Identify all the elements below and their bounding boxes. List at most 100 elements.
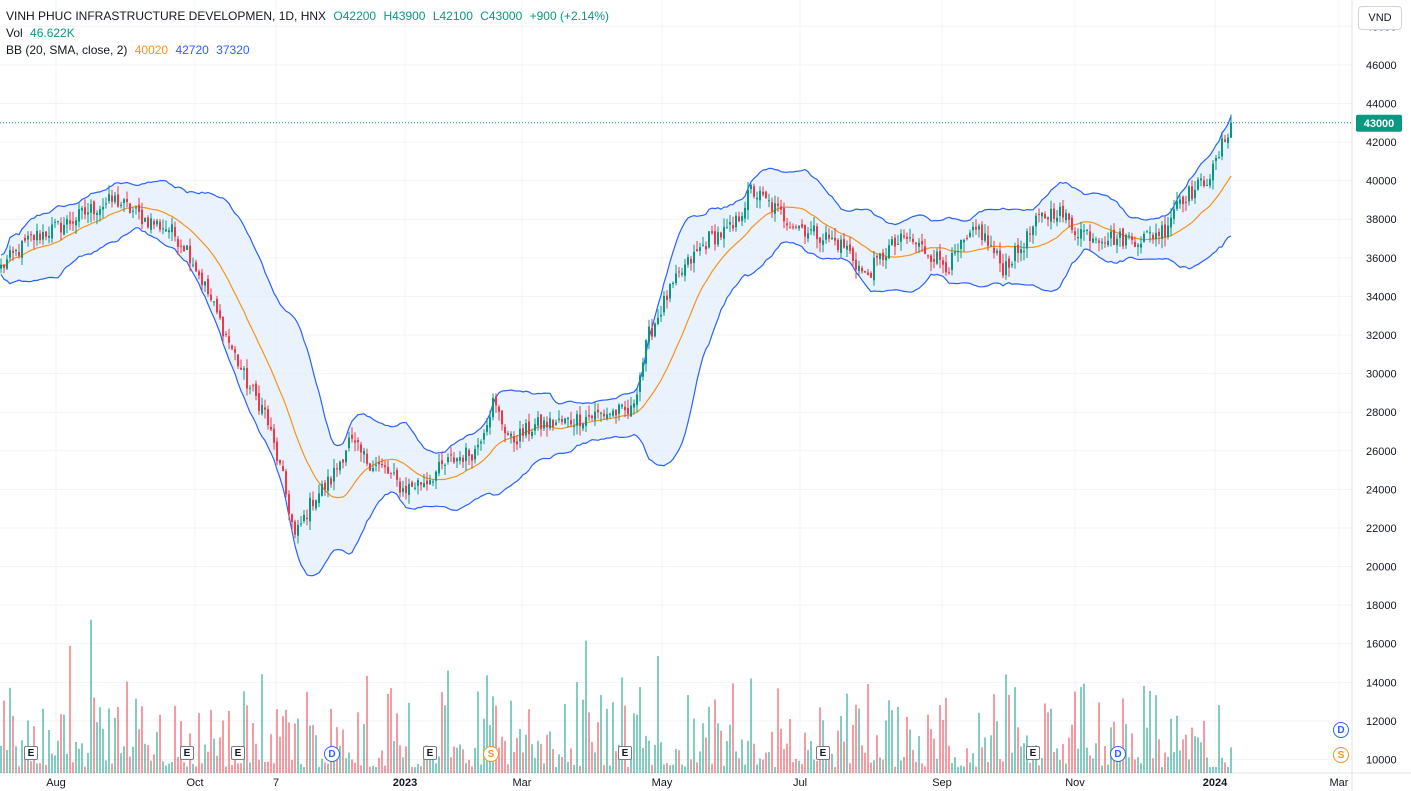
volume-bar <box>1098 702 1100 773</box>
volume-bar <box>639 687 641 773</box>
candle-body <box>66 219 68 225</box>
price-axis[interactable]: 4800046000440004200040000380003600034000… <box>1366 21 1397 766</box>
y-tick-label: 46000 <box>1366 60 1397 72</box>
candle-body <box>1215 157 1217 162</box>
candle-body <box>363 450 365 455</box>
volume-bar <box>615 751 617 773</box>
candle-body <box>159 221 161 230</box>
volume-bar <box>585 640 587 773</box>
volume-bar <box>51 753 53 773</box>
candle-body <box>1047 217 1049 220</box>
volume-bar <box>198 713 200 773</box>
earnings-marker[interactable]: E <box>423 746 437 760</box>
candle-body <box>462 457 464 462</box>
volume-bar <box>357 712 359 773</box>
candle-body <box>99 209 101 215</box>
volume-bar <box>543 763 545 773</box>
x-tick-label: 7 <box>273 777 279 789</box>
earnings-marker[interactable]: E <box>618 746 632 760</box>
candle-body <box>1188 186 1190 202</box>
volume-bar <box>603 765 605 773</box>
volume-bar <box>195 766 197 773</box>
earnings-marker[interactable]: E <box>816 746 830 760</box>
candle-body <box>945 262 947 273</box>
candle-body <box>351 434 353 439</box>
volume-bar <box>342 729 344 773</box>
x-tick-label: Nov <box>1065 777 1085 789</box>
time-axis[interactable]: Aug Oct 7 2023 Mar May Jul Sep Nov 2024 Mar <box>46 777 1349 789</box>
candle-body <box>27 235 29 240</box>
open-value: O42200 <box>333 9 377 23</box>
earnings-marker[interactable]: E <box>231 746 245 760</box>
volume-bar <box>819 707 821 773</box>
candle-body <box>906 236 908 239</box>
volume-bar <box>63 714 65 773</box>
volume-bar <box>129 756 131 773</box>
candle-body <box>1062 205 1064 218</box>
candle-body <box>645 340 647 364</box>
volume-bar <box>1194 736 1196 773</box>
candle-body <box>1071 217 1073 230</box>
candle-body <box>393 472 395 474</box>
volume-bar <box>891 710 893 773</box>
candle-body <box>36 230 38 241</box>
dividend-marker[interactable]: D <box>324 746 340 762</box>
y-tick-label: 12000 <box>1366 716 1397 728</box>
candle-body <box>1053 208 1055 219</box>
volume-bar <box>144 743 146 773</box>
earnings-marker[interactable]: E <box>180 746 194 760</box>
candle-body <box>156 220 158 225</box>
volume-bar <box>147 745 149 773</box>
volume-bar <box>879 757 881 773</box>
candle-body <box>777 203 779 206</box>
volume-bar <box>903 757 905 773</box>
volume-bar <box>966 748 968 773</box>
candle-body <box>792 226 794 228</box>
candle-body <box>555 422 557 425</box>
volume-bar <box>1176 715 1178 773</box>
candle-body <box>699 247 701 251</box>
volume-bar <box>717 723 719 773</box>
volume-bar <box>339 746 341 773</box>
candle-body <box>753 186 755 197</box>
volume-bar <box>747 740 749 773</box>
volume-bar <box>735 751 737 773</box>
candle-body <box>1092 238 1094 243</box>
y-tick-label: 26000 <box>1366 446 1397 458</box>
candle-body <box>1023 251 1025 253</box>
candle-body <box>636 394 638 406</box>
currency-button[interactable]: VND <box>1358 6 1402 30</box>
symbol-title: VINH PHUC INFRASTRUCTURE DEVELOPMEN, 1D,… <box>6 9 327 23</box>
candle-body <box>738 216 740 222</box>
candle-body <box>1173 209 1175 219</box>
volume-bar <box>873 760 875 773</box>
volume-bar <box>525 734 527 773</box>
volume-bar <box>534 757 536 773</box>
earnings-marker[interactable]: E <box>24 746 38 760</box>
dividend-marker[interactable]: D <box>1333 722 1349 738</box>
volume-bar <box>483 718 485 773</box>
volume-bar <box>888 700 890 773</box>
volume-bar <box>546 734 548 773</box>
candle-body <box>450 454 452 456</box>
volume-bar <box>600 695 602 773</box>
split-marker[interactable]: S <box>483 746 499 762</box>
volume-bar <box>96 722 98 773</box>
earnings-marker[interactable]: E <box>1026 746 1040 760</box>
volume-bar <box>795 758 797 773</box>
volume-bar <box>633 713 635 773</box>
volume-bar <box>855 704 857 773</box>
candle-body <box>549 418 551 429</box>
split-marker[interactable]: S <box>1333 747 1349 763</box>
volume-bar <box>981 747 983 773</box>
candle-body <box>96 213 98 215</box>
candle-body <box>0 264 2 269</box>
dividend-marker[interactable]: D <box>1110 746 1126 762</box>
candle-body <box>774 203 776 214</box>
candle-body <box>567 417 569 420</box>
candle-body <box>810 229 812 231</box>
volume-bar <box>54 755 56 773</box>
volume-bar <box>213 738 215 773</box>
candle-body <box>30 234 32 236</box>
